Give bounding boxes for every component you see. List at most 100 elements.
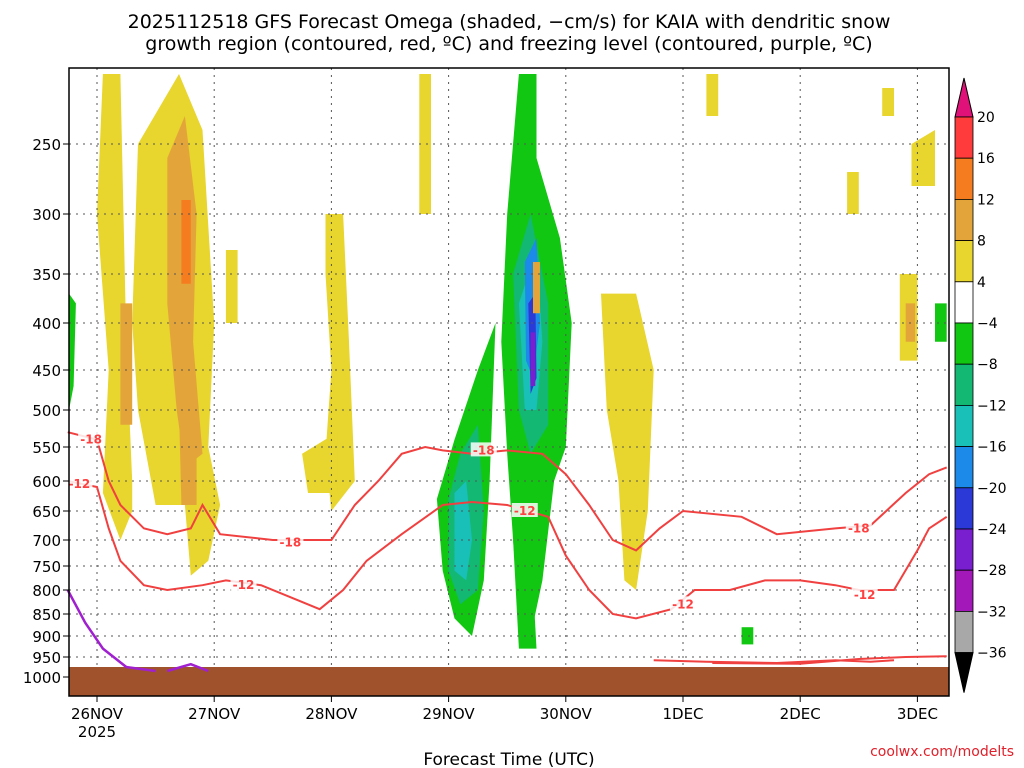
freezing-level-contour-2 xyxy=(166,662,209,673)
x-tick-label-6: 2DEC xyxy=(780,705,821,723)
y-tick-label-500: 500 xyxy=(32,402,61,420)
omega-region-24 xyxy=(601,293,654,590)
colorbar-swatch-9 xyxy=(954,446,974,489)
contour-label-bg-9 xyxy=(851,586,878,601)
x-tick-label-3: 29NOV xyxy=(423,705,476,723)
freezing-level-contour-1 xyxy=(66,589,156,673)
contour-label-2: -18 xyxy=(280,536,302,550)
omega-region-7 xyxy=(179,410,197,505)
credit-link[interactable]: coolwx.com/modelts xyxy=(870,744,1014,760)
colorbar-label-7: −8 xyxy=(977,357,998,373)
dgz-contour-minus18 xyxy=(67,431,948,552)
contour-label-bg-7 xyxy=(511,503,538,517)
omega-region-26 xyxy=(847,172,859,214)
y-tick-label-950: 950 xyxy=(32,649,61,667)
omega-region-31 xyxy=(935,303,947,342)
omega-region-6 xyxy=(120,303,133,425)
dgz-contour-minus12 xyxy=(67,480,948,620)
contour-label-6: -12 xyxy=(233,578,255,592)
y-tick-label-300: 300 xyxy=(32,206,61,224)
omega-region-25 xyxy=(706,74,719,116)
y-tick-label-750: 750 xyxy=(32,558,61,576)
colorbar-swatch-13 xyxy=(954,611,974,654)
colorbar-label-13: −32 xyxy=(977,604,1007,620)
contour-label-bg-1 xyxy=(78,431,105,446)
y-tick-label-450: 450 xyxy=(32,362,61,380)
omega-region-23 xyxy=(513,540,537,649)
contour-label-8: -12 xyxy=(672,597,694,611)
x-tick-label-0: 26NOV xyxy=(71,705,124,723)
x-tick-label-5: 1DEC xyxy=(662,705,703,723)
colorbar-label-3: 12 xyxy=(977,192,995,208)
colorbar-label-12: −28 xyxy=(977,563,1007,579)
colorbar-label-2: 16 xyxy=(977,151,995,167)
colorbar-swatch-6 xyxy=(954,322,974,365)
colorbar-top-arrow xyxy=(954,77,974,118)
colorbar-bottom-arrow xyxy=(954,652,974,693)
contour-label-bg-3 xyxy=(470,442,497,457)
colorbar-swatch-10 xyxy=(954,487,974,530)
contours: -18 -18 -18 -18 -12 -12 -12 -12 -12 xyxy=(66,431,948,673)
y-tick-label-250: 250 xyxy=(32,136,61,154)
contour-label-4: -18 xyxy=(848,521,870,535)
colorbar-swatch-11 xyxy=(954,528,974,571)
x-tick-label-1: 27NOV xyxy=(188,705,241,723)
x-tick-label-7: 3DEC xyxy=(897,705,938,723)
chart-title-line1: 2025112518 GFS Forecast Omega (shaded, −… xyxy=(128,11,891,33)
colorbar-swatch-4 xyxy=(954,240,974,283)
contour-label-bg-5 xyxy=(66,476,93,490)
contour-label-bg-8 xyxy=(670,596,696,611)
colorbar-swatch-5 xyxy=(954,281,974,324)
y-tick-label-650: 650 xyxy=(32,503,61,521)
omega-region-8 xyxy=(181,200,191,284)
omega-region-5 xyxy=(167,116,203,468)
surface-terrain xyxy=(69,667,949,696)
contour-label-bg-6 xyxy=(230,577,257,592)
colorbar-swatch-8 xyxy=(954,404,974,447)
plot-frame xyxy=(68,67,950,697)
y-tick-label-800: 800 xyxy=(32,582,61,600)
omega-shading xyxy=(69,74,947,649)
omega-region-11 xyxy=(419,74,431,214)
colorbar: 20 16 12 8 4 −4 −8 −12 −16 −20 −24 −28 −32 −36 xyxy=(954,77,1007,693)
plot-area: -18 -18 -18 -18 -12 -12 -12 -12 -12 xyxy=(66,67,950,697)
contour-label-1: -18 xyxy=(80,433,102,447)
colorbar-swatch-12 xyxy=(954,569,974,612)
x-year-label: 2025 xyxy=(78,723,116,741)
y-axis: 250 300 350 400 450 500 550 600 650 700 750 800 850 9… xyxy=(23,136,69,687)
contour-label-bg-4 xyxy=(845,520,872,535)
y-tick-label-700: 700 xyxy=(32,532,61,550)
y-tick-label-1000: 1000 xyxy=(23,669,61,687)
contour-label-bg-2 xyxy=(277,534,304,549)
omega-region-27 xyxy=(882,88,894,116)
y-tick-label-550: 550 xyxy=(32,439,61,457)
colorbar-label-8: −12 xyxy=(977,398,1007,414)
colorbar-label-4: 8 xyxy=(977,234,986,250)
omega-region-22 xyxy=(533,262,540,314)
colorbar-swatch-3 xyxy=(954,198,974,241)
omega-region-15 xyxy=(454,481,472,581)
colorbar-label-5: 4 xyxy=(977,275,986,291)
x-tick-label-2: 28NOV xyxy=(305,705,358,723)
colorbar-label-10: −20 xyxy=(977,481,1007,497)
colorbar-label-11: −24 xyxy=(977,522,1007,538)
colorbar-label-9: −16 xyxy=(977,440,1007,456)
chart-title-line2: growth region (contoured, red, ºC) and f… xyxy=(145,33,872,55)
y-tick-label-900: 900 xyxy=(32,628,61,646)
contour-label-5: -12 xyxy=(69,477,91,491)
omega-region-9 xyxy=(225,250,238,323)
colorbar-label-6: −4 xyxy=(977,316,998,332)
contour-label-7: -12 xyxy=(514,504,536,518)
x-axis: 26NOV 27NOV 28NOV 29NOV 30NOV 1DEC 2DEC 3DEC 202… xyxy=(71,696,938,741)
colorbar-swatch-2 xyxy=(954,157,974,200)
x-tick-label-4: 30NOV xyxy=(540,705,593,723)
colorbar-label-14: −36 xyxy=(977,646,1007,662)
x-axis-label: Forecast Time (UTC) xyxy=(423,750,594,768)
omega-region-32 xyxy=(741,627,754,645)
y-tick-label-350: 350 xyxy=(32,266,61,284)
colorbar-swatch-1 xyxy=(954,116,974,159)
contour-label-3: -18 xyxy=(473,443,495,457)
colorbar-swatch-7 xyxy=(954,363,974,406)
y-tick-label-600: 600 xyxy=(32,473,61,491)
